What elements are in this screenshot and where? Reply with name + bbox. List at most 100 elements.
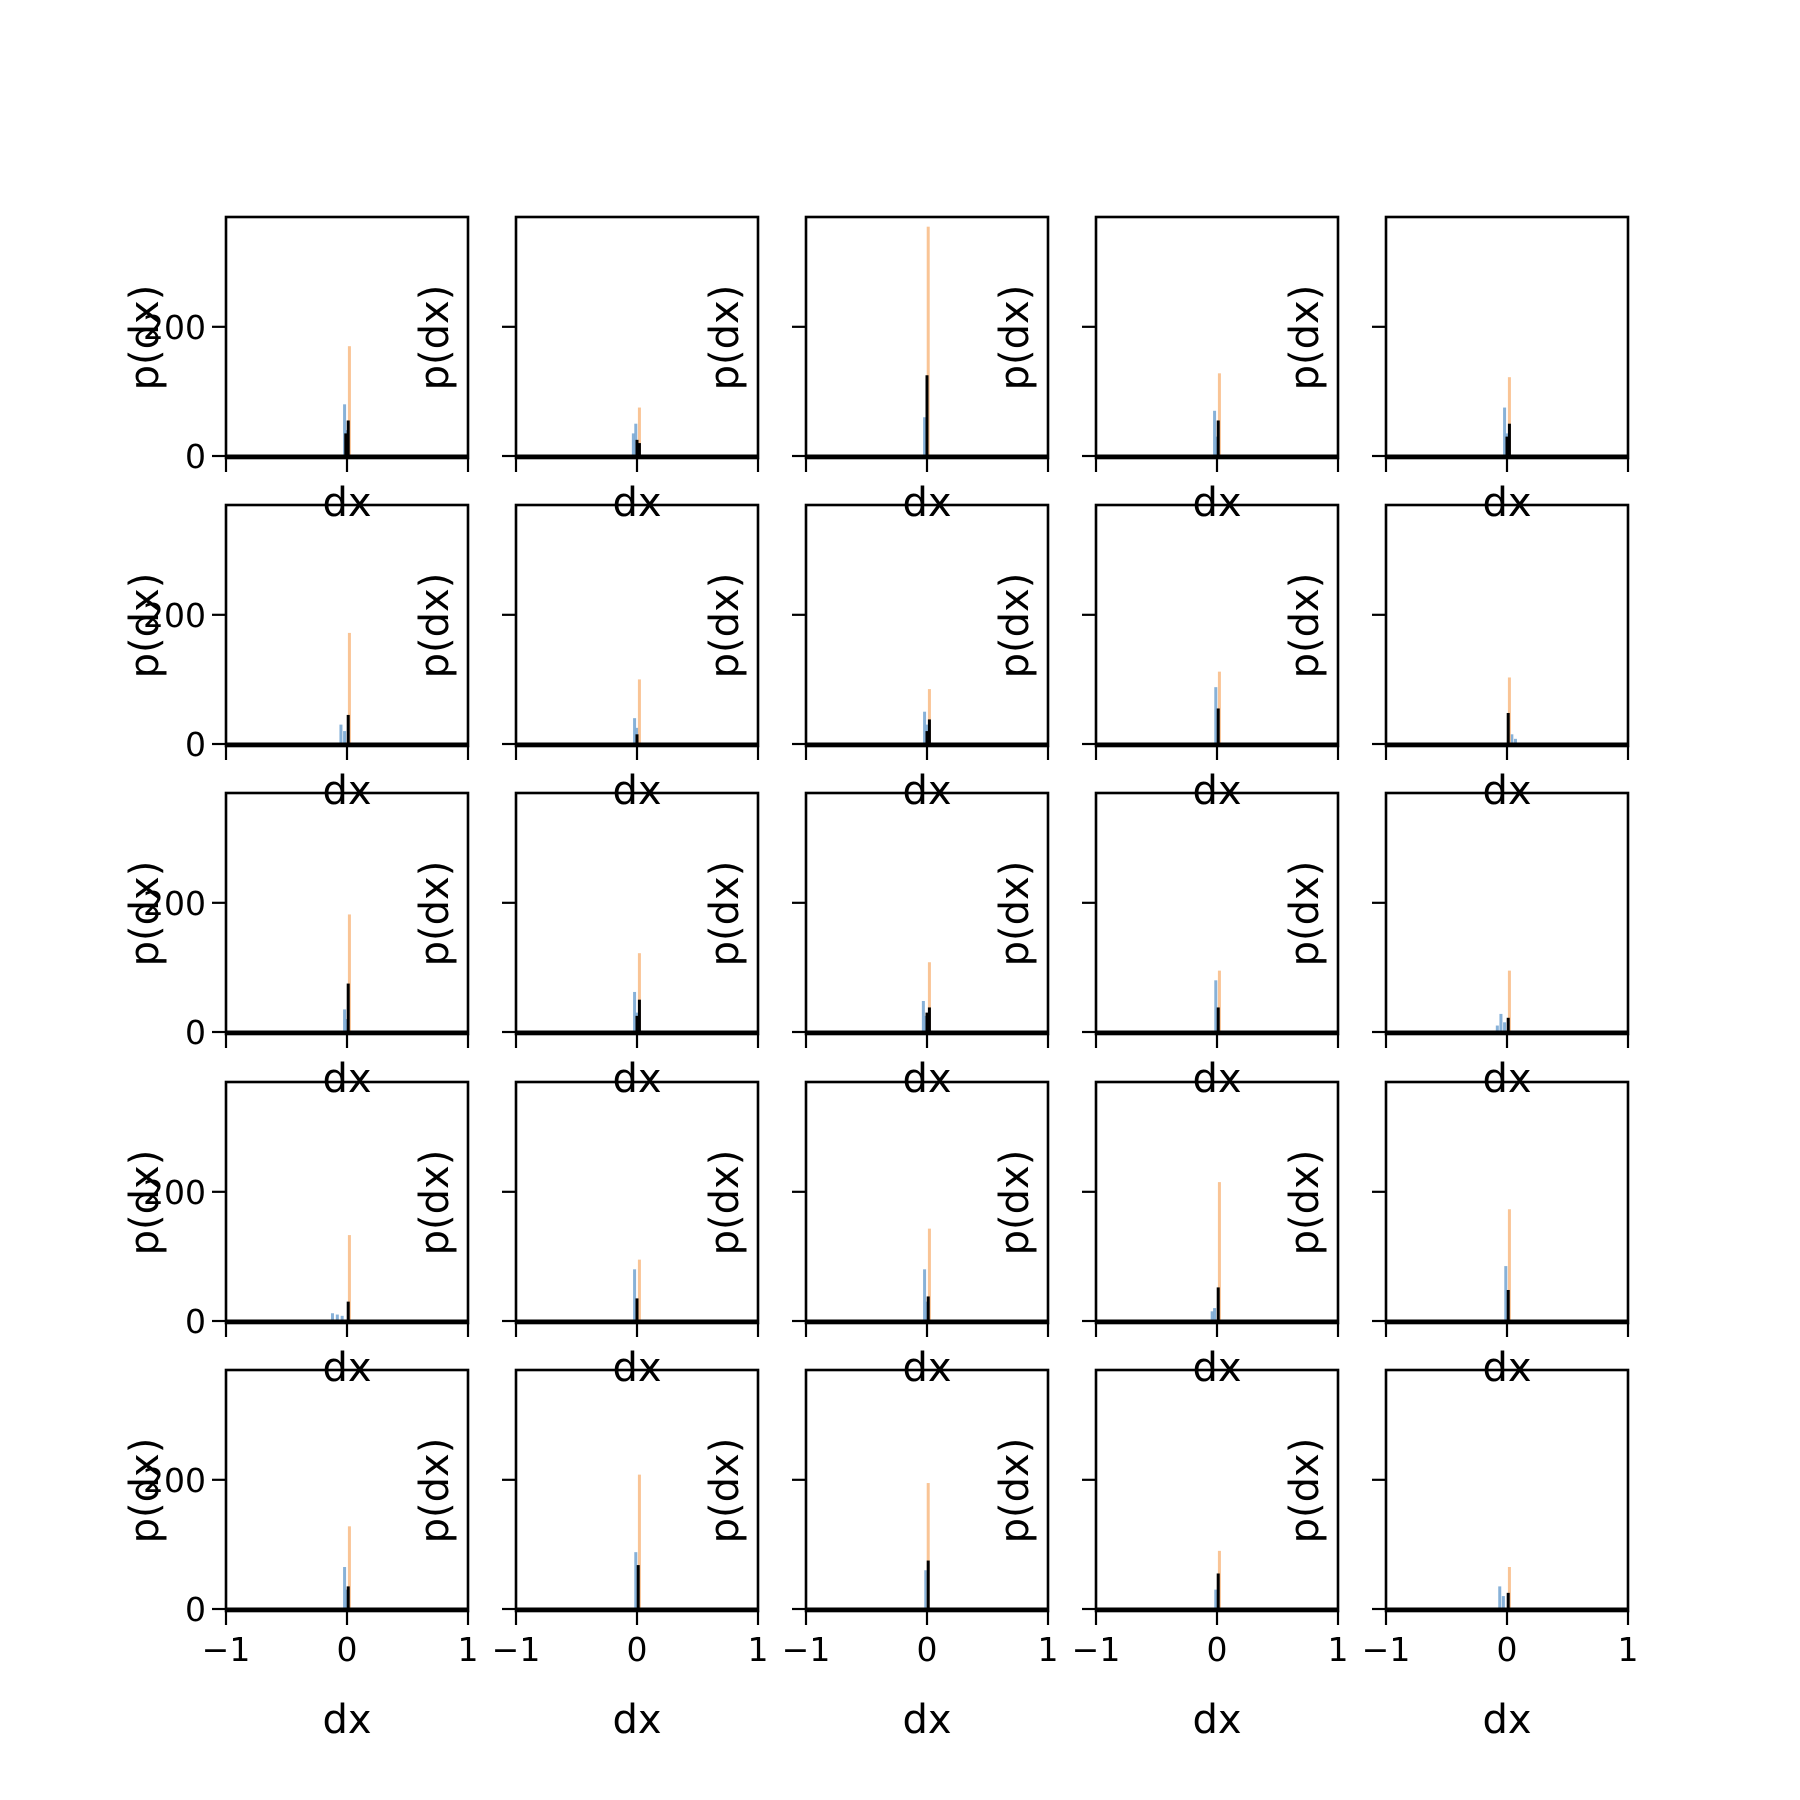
bar-black-r0-c4-1 — [1507, 423, 1511, 456]
y-axis-label: p(dx) — [992, 1438, 1038, 1544]
bar-black-r4-c0-0 — [346, 1586, 350, 1609]
x-axis-label: dx — [902, 1056, 951, 1102]
y-axis-label: p(dx) — [122, 1438, 168, 1544]
bar-blue-r3-c0-0 — [330, 1313, 334, 1321]
bar-black-r4-c3-0 — [1216, 1573, 1220, 1609]
bar-orange-r4-c0-0 — [347, 1526, 351, 1609]
bar-blue-r3-c0-2 — [340, 1315, 344, 1321]
x-axis-label: dx — [322, 768, 371, 814]
bar-blue-r0-c4-0 — [1503, 407, 1507, 456]
bar-blue-r2-c2-0 — [921, 1000, 925, 1032]
bar-blue-r2-c1-0 — [633, 991, 637, 1032]
bar-orange-r0-c0-0 — [347, 346, 351, 456]
bar-orange-r3-c0-0 — [347, 1235, 351, 1321]
bar-blue-r3-c0-1 — [335, 1314, 339, 1321]
y-axis-label: p(dx) — [1282, 1150, 1328, 1256]
x-axis-label: dx — [1192, 1056, 1241, 1102]
bar-blue-r1-c0-0 — [339, 724, 343, 744]
subplot-r0-c1: dx p(dx) — [412, 215, 760, 526]
subplot-r4-c1: −1 0 1 dx p(dx) — [412, 1368, 769, 1743]
bar-black-r1-c1-0 — [635, 734, 639, 744]
bar-orange-r1-c3-0 — [1217, 671, 1221, 744]
bar-black-r3-c4-0 — [1506, 1289, 1510, 1321]
bar-black-r4-c2-0 — [926, 1560, 930, 1609]
bar-blue-r0-c0-0 — [343, 404, 347, 456]
subplot-r4-c4: −1 0 1 dx p(dx) — [1282, 1368, 1639, 1743]
bar-blue-r0-c3-0 — [1213, 410, 1217, 456]
x-tick-label: 0 — [337, 1630, 358, 1669]
x-tick-label: 0 — [1207, 1630, 1228, 1669]
bar-orange-r1-c0-0 — [347, 632, 351, 744]
bar-black-r3-c0-0 — [346, 1301, 350, 1321]
x-axis-label: dx — [1192, 1345, 1241, 1391]
y-tick-label: 200 — [143, 308, 206, 347]
x-axis-label: dx — [1192, 768, 1241, 814]
bar-black-r2-c2-0 — [925, 1012, 929, 1032]
bar-blue-r1-c3-0 — [1214, 687, 1218, 744]
y-tick-label: 0 — [185, 725, 206, 764]
x-axis-label: dx — [1192, 480, 1241, 526]
y-tick-label: 0 — [185, 1302, 206, 1341]
bar-black-r1-c0-0 — [346, 714, 350, 744]
bar-black-r0-c1-0 — [635, 439, 639, 456]
bar-blue-r2-c4-2 — [1503, 1022, 1507, 1032]
bar-blue-r2-c4-0 — [1495, 1025, 1499, 1032]
x-tick-label: 0 — [917, 1630, 938, 1669]
bar-black-r2-c0-0 — [346, 983, 350, 1032]
y-axis-label: p(dx) — [1282, 1438, 1328, 1544]
bar-black-r3-c3-0 — [1216, 1287, 1220, 1321]
x-axis-label: dx — [322, 1697, 371, 1743]
bar-black-r0-c3-0 — [1216, 420, 1220, 456]
bar-blue-r1-c0-1 — [343, 731, 347, 744]
subplot-r3-c1: dx p(dx) — [412, 1080, 760, 1391]
bar-blue-r2-c3-0 — [1214, 980, 1218, 1032]
bar-blue-r4-c4-1 — [1501, 1596, 1505, 1609]
bar-orange-r0-c4-0 — [1507, 377, 1511, 456]
subplot-r1-c0: 0 200 dx p(dx) — [122, 503, 470, 814]
x-axis-label: dx — [612, 1697, 661, 1743]
bar-black-r4-c4-0 — [1506, 1592, 1510, 1609]
subplot-r1-c1: dx p(dx) — [412, 503, 760, 814]
y-axis-label: p(dx) — [1282, 285, 1328, 391]
axes-frame — [1384, 215, 1630, 460]
bar-black-r2-c3-0 — [1216, 1007, 1220, 1032]
y-axis-label: p(dx) — [1282, 861, 1328, 967]
subplot-r0-c3: dx p(dx) — [992, 215, 1340, 526]
bar-blue-r0-c1-0 — [631, 433, 635, 456]
bar-black-r2-c1-1 — [637, 999, 641, 1032]
y-axis-label: p(dx) — [1282, 573, 1328, 679]
bar-blue-r1-c2-0 — [923, 711, 927, 744]
x-tick-label: −1 — [492, 1630, 541, 1669]
x-axis-label: dx — [902, 768, 951, 814]
x-tick-label: −1 — [202, 1630, 251, 1669]
x-axis-label: dx — [612, 480, 661, 526]
y-axis-label: p(dx) — [122, 1150, 168, 1256]
x-tick-label: −1 — [1072, 1630, 1121, 1669]
bar-blue-r3-c2-0 — [923, 1269, 927, 1321]
y-tick-label: 0 — [185, 1590, 206, 1629]
bar-orange-r0-c2-0 — [926, 226, 930, 456]
bar-black-r1-c3-0 — [1216, 708, 1220, 744]
bar-blue-r4-c3-0 — [1214, 1589, 1218, 1609]
bar-black-r2-c4-0 — [1506, 1017, 1510, 1032]
bar-blue-r4-c2-0 — [924, 1570, 928, 1609]
bar-orange-r3-c1-0 — [637, 1259, 641, 1321]
bar-orange-r4-c4-0 — [1507, 1567, 1511, 1609]
y-axis-label: p(dx) — [702, 573, 748, 679]
subplot-r1-c4: dx p(dx) — [1282, 503, 1630, 814]
bar-orange-r0-c3-0 — [1217, 373, 1221, 456]
x-axis-label: dx — [1482, 1697, 1531, 1743]
y-axis-label: p(dx) — [702, 1438, 748, 1544]
subplot-r3-c3: dx p(dx) — [992, 1080, 1340, 1391]
x-axis-label: dx — [1482, 768, 1531, 814]
subplot-r2-c3: dx p(dx) — [992, 791, 1340, 1102]
bar-black-r3-c2-0 — [926, 1296, 930, 1321]
x-axis-label: dx — [322, 1345, 371, 1391]
x-axis-label: dx — [1192, 1697, 1241, 1743]
bar-black-r0-c0-1 — [346, 420, 350, 456]
bar-orange-r2-c0-0 — [347, 914, 351, 1032]
bar-orange-r1-c4-0 — [1507, 677, 1511, 744]
bar-black-r0-c0-0 — [344, 433, 348, 456]
bar-orange-r3-c3-0 — [1217, 1182, 1221, 1321]
